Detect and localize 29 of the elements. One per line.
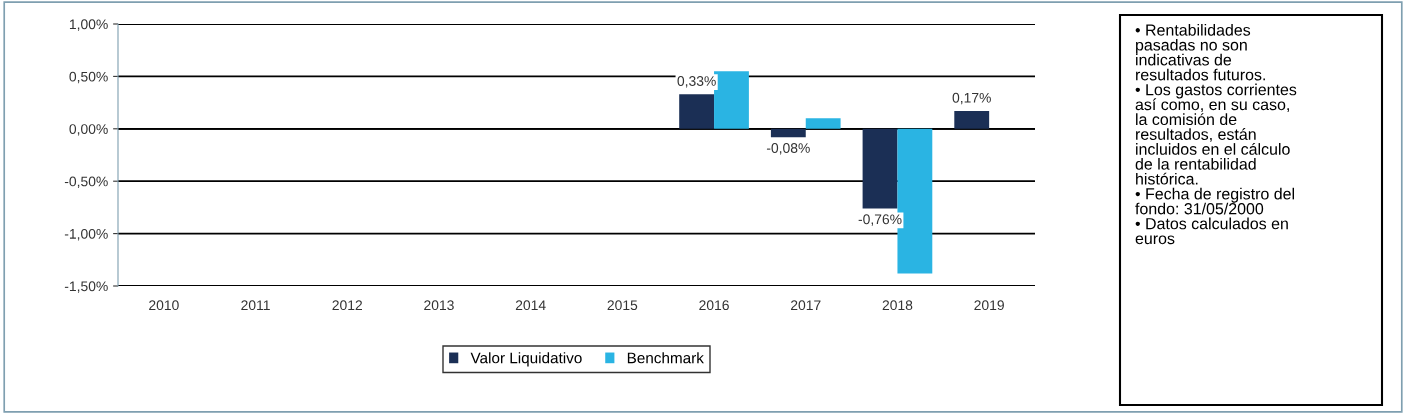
data-label: 0,17% bbox=[952, 92, 991, 105]
legend-label: Benchmark bbox=[627, 352, 704, 364]
data-label: -0,76% bbox=[858, 214, 902, 226]
y-tick-label: 0,00% bbox=[69, 124, 108, 136]
bar bbox=[805, 118, 841, 129]
y-tick-label: -1,50% bbox=[64, 281, 108, 293]
legend-label: Valor Liquidativo bbox=[470, 352, 582, 367]
bar bbox=[862, 128, 898, 209]
bar bbox=[714, 71, 749, 129]
y-tick-label: 0,50% bbox=[69, 71, 108, 84]
x-tick-label: 2019 bbox=[974, 300, 1004, 311]
data-label: -0,08% bbox=[766, 143, 810, 155]
x-tick-label: 2011 bbox=[241, 300, 270, 311]
x-tick-label: 2018 bbox=[882, 300, 913, 311]
bar bbox=[770, 128, 806, 138]
y-tick-label: -1,00% bbox=[64, 228, 108, 241]
bar bbox=[679, 94, 715, 129]
x-tick-label: 2010 bbox=[149, 300, 179, 311]
x-tick-label: 2017 bbox=[791, 300, 821, 311]
x-tick-label: 2014 bbox=[515, 300, 546, 311]
data-label: 0,33% bbox=[677, 76, 716, 88]
y-tick-label: -0,50% bbox=[64, 176, 108, 189]
x-tick-label: 2012 bbox=[332, 300, 362, 311]
y-tick-label: 1,00% bbox=[69, 19, 108, 31]
x-tick-label: 2016 bbox=[699, 300, 729, 311]
x-tick-label: 2013 bbox=[424, 300, 454, 311]
text: • Rentabilidades pasadas no son indicativas de resultados futuros. • Los gastos corrientes así como, en su caso, la comisión de resultados, están incluidos en el cálculo de la rentabilidad histórica. • Fecha de registro del fondo: 31/05/2000 • Datos calculados en euros bbox=[1135, 24, 1297, 245]
bar bbox=[954, 110, 990, 129]
x-tick-label: 2015 bbox=[607, 300, 638, 311]
